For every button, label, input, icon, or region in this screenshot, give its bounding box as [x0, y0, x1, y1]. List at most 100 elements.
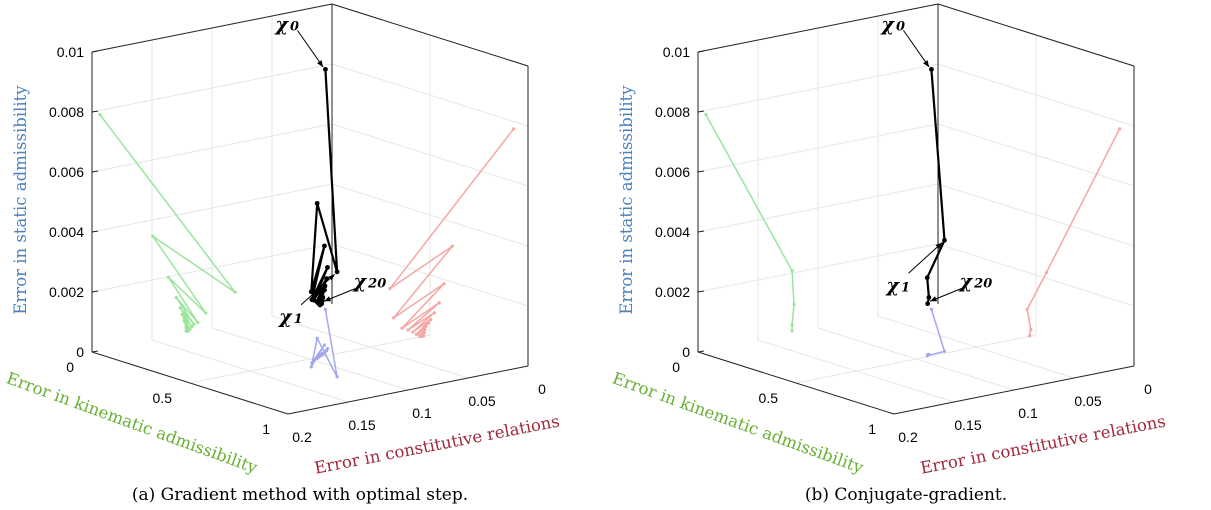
- conjugate-z-tickmark: [697, 230, 705, 233]
- conjugate-z-axis-label: Error in static admissibility: [617, 85, 636, 315]
- conjugate-z-tick-label: 0: [682, 344, 690, 360]
- conjugate-z-tick-label: 0.002: [655, 284, 690, 300]
- conjugate-z-tickmark: [697, 290, 705, 293]
- annotation-symbol: χ: [273, 13, 289, 35]
- gridline-z: [697, 243, 1135, 307]
- gradient-z-tick-label: 0: [76, 344, 84, 360]
- conjugate-iterate-point: [926, 295, 932, 300]
- gridline-z: [697, 3, 1135, 67]
- box-edge-front-constitutive: [287, 365, 529, 415]
- gradient-annotation-arrow: [297, 30, 324, 68]
- conjugate-projection-constitutive-point: [1028, 334, 1032, 338]
- gradient-iterate-point: [323, 66, 328, 72]
- gradient-projection-base-point: [309, 365, 313, 369]
- gradient-projection-constitutive-point: [422, 331, 426, 335]
- gradient-projection-kinematic-point: [184, 323, 188, 327]
- conjugate-projection-kinematic-point: [792, 302, 796, 306]
- gradient-projection-base-point: [310, 361, 314, 365]
- gradient-z-tickmark: [91, 170, 99, 173]
- gradient-projection-base-point: [322, 343, 327, 347]
- gradient-projection-constitutive-point: [437, 301, 441, 305]
- gradient-y-tick-label: 0: [66, 359, 74, 375]
- gradient-projection-constitutive-point: [417, 332, 421, 336]
- gradient-y-tick-label: 0.5: [153, 390, 173, 406]
- conjugate-annotation-arrowhead: [923, 60, 929, 67]
- conjugate-box: [697, 3, 1135, 415]
- gradient-z-tickmark: [91, 290, 99, 293]
- conjugate-projection-constitutive-point: [1118, 127, 1122, 131]
- gradient-projection-kinematic-point: [98, 112, 102, 117]
- gradient-projection-constitutive-point: [450, 244, 454, 248]
- gridline-y: [189, 35, 431, 384]
- conjugate-iterate-point: [925, 301, 931, 307]
- annotation-subscript: 0: [896, 19, 905, 34]
- gradient-projection-kinematic-point: [182, 316, 186, 320]
- gradient-projection-constitutive-point: [511, 127, 516, 131]
- conjugate-y-tick-label: 1: [868, 421, 876, 437]
- conjugate-iterate-point: [942, 237, 947, 243]
- gradient-z-tick-label: 0.01: [57, 44, 84, 60]
- conjugate-x-tick-label: 0.2: [898, 429, 918, 445]
- conjugate-z-tickmark: [697, 350, 705, 353]
- gradient-projection-constitutive-point: [400, 326, 404, 330]
- gradient-iterate-point: [325, 265, 330, 270]
- conjugate-iterate-point: [924, 275, 930, 281]
- gradient-projection-kinematic-point: [178, 306, 182, 310]
- box-edge-top-left: [91, 3, 333, 53]
- annotation-symbol: χ: [879, 13, 895, 35]
- conjugate-annotation-arrow: [903, 30, 930, 68]
- gridline-y: [795, 35, 1037, 384]
- conjugate-annotation-arrowhead: [930, 296, 938, 302]
- gradient-projection-kinematic-point: [196, 320, 200, 325]
- conjugate-projection-kinematic-point: [704, 112, 708, 117]
- gridline-z: [697, 183, 1135, 247]
- gradient-projection-base-point: [335, 375, 339, 379]
- gradient-x-tick-label: 0.05: [468, 393, 495, 409]
- gradient-annotation-arrowhead: [328, 274, 335, 281]
- conjugate-x-tick-label: 0.15: [954, 417, 981, 433]
- gradient-projection-constitutive-point: [442, 282, 446, 286]
- gradient-plot: χ 0χ 1χ 2000.0020.0040.0060.0080.0100.5100.…: [4, 3, 561, 478]
- box-edge-front-constitutive: [893, 365, 1135, 415]
- gradient-annotation-arrow: [300, 273, 336, 306]
- gridline-z: [91, 63, 529, 127]
- gradient-iterate-point: [314, 200, 320, 206]
- gridline-z: [697, 63, 1135, 127]
- gridline-z: [697, 123, 1135, 187]
- gradient-grid: [91, 3, 529, 403]
- conjugate-z-tick-label: 0.01: [663, 44, 690, 60]
- conjugate-annotation-label: χ 20: [958, 271, 993, 293]
- gradient-iterate-point: [319, 291, 325, 296]
- gradient-iterate-point: [319, 301, 325, 307]
- annotation-symbol: χ: [352, 271, 368, 293]
- gradient-projection-kinematic-point: [174, 296, 178, 300]
- gradient-annotation-arrowhead: [317, 60, 323, 67]
- box-edge-top-right: [937, 3, 1135, 67]
- gridline-z: [91, 123, 529, 187]
- conjugate-annotation-arrow: [908, 242, 943, 274]
- gradient-projection-kinematic-point: [190, 325, 194, 329]
- conjugate-plot: χ 0χ 1 χ 2000.0020.0040.0060.0080.0100.5100.…: [610, 3, 1167, 478]
- gradient-projection-constitutive: [389, 128, 515, 338]
- chart-gradient-svg: χ 0χ 1χ 2000.0020.0040.0060.0080.0100.5100.…: [4, 3, 561, 505]
- gradient-projection-constitutive-point: [426, 321, 430, 325]
- gradient-z-tick-label: 0.008: [49, 104, 84, 120]
- gridline-z: [91, 183, 529, 247]
- annotation-subscript: 1: [901, 280, 910, 295]
- gradient-projection-kinematic-point: [184, 329, 188, 333]
- gradient-z-tickmark: [91, 50, 99, 53]
- conjugate-z-tickmark: [697, 50, 705, 53]
- conjugate-projection-constitutive-point: [1044, 270, 1048, 275]
- box-edge-top-right: [331, 3, 529, 67]
- conjugate-projection-kinematic: [705, 114, 795, 331]
- annotation-subscript: 20: [973, 277, 992, 292]
- conjugate-grid: [697, 3, 1135, 403]
- gridline-x: [817, 28, 1015, 391]
- gridline-x: [211, 28, 409, 391]
- conjugate-z-tickmark: [697, 110, 705, 113]
- gradient-z-tick-label: 0.002: [49, 284, 84, 300]
- gradient-projection-constitutive-point: [423, 328, 427, 332]
- gradient-x-tick-label: 0: [538, 381, 546, 397]
- gradient-projection-kinematic-point: [233, 290, 237, 294]
- conjugate-projection-base-point: [926, 353, 930, 357]
